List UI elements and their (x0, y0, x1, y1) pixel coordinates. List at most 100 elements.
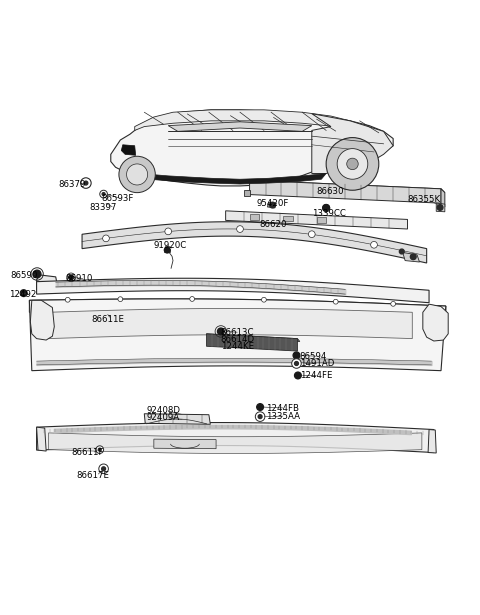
Circle shape (98, 448, 101, 451)
Polygon shape (267, 202, 276, 208)
Circle shape (103, 235, 109, 242)
Circle shape (81, 178, 91, 188)
Polygon shape (30, 300, 54, 340)
Polygon shape (428, 429, 436, 453)
Circle shape (337, 149, 368, 179)
Polygon shape (206, 334, 298, 351)
Text: 86355K: 86355K (408, 195, 441, 204)
Circle shape (295, 362, 299, 365)
Circle shape (118, 297, 123, 301)
Circle shape (257, 403, 264, 410)
Circle shape (293, 352, 300, 359)
Polygon shape (29, 299, 446, 318)
Circle shape (84, 181, 88, 185)
Circle shape (119, 156, 156, 192)
Polygon shape (168, 122, 312, 132)
Polygon shape (48, 309, 412, 339)
Circle shape (100, 190, 108, 198)
Circle shape (65, 298, 70, 302)
Polygon shape (244, 190, 250, 196)
Circle shape (102, 467, 106, 470)
Text: 86593F: 86593F (101, 194, 133, 203)
Circle shape (127, 164, 148, 185)
Circle shape (255, 412, 265, 421)
Circle shape (69, 275, 73, 280)
Text: 92408D: 92408D (147, 406, 180, 415)
Circle shape (165, 228, 171, 235)
Text: 1244FE: 1244FE (300, 371, 332, 380)
Polygon shape (111, 110, 393, 186)
Circle shape (237, 226, 243, 232)
Circle shape (295, 372, 301, 379)
Text: 1244FB: 1244FB (266, 403, 300, 413)
Text: 95420F: 95420F (257, 199, 289, 208)
Polygon shape (164, 248, 170, 253)
Text: 86614D: 86614D (221, 335, 255, 344)
Circle shape (323, 205, 329, 212)
Text: 86630: 86630 (317, 187, 344, 196)
Polygon shape (36, 275, 57, 293)
Polygon shape (82, 222, 427, 263)
Circle shape (410, 254, 416, 260)
Circle shape (437, 205, 443, 210)
Text: 91920C: 91920C (154, 241, 187, 250)
Circle shape (96, 446, 104, 453)
Polygon shape (423, 304, 448, 341)
Circle shape (99, 464, 108, 474)
Text: 1491AD: 1491AD (300, 359, 334, 368)
Polygon shape (283, 216, 293, 221)
Circle shape (217, 328, 224, 335)
Circle shape (399, 249, 404, 254)
Circle shape (33, 270, 41, 278)
Circle shape (164, 247, 170, 253)
Circle shape (292, 359, 301, 368)
Text: 12492: 12492 (9, 290, 36, 299)
Circle shape (347, 158, 358, 170)
Polygon shape (36, 427, 46, 451)
Polygon shape (403, 253, 420, 262)
Polygon shape (250, 180, 441, 203)
Polygon shape (250, 180, 445, 192)
Circle shape (309, 231, 315, 237)
Text: 86590: 86590 (10, 271, 37, 280)
Text: 1335AA: 1335AA (266, 411, 300, 421)
Circle shape (391, 301, 396, 306)
Polygon shape (165, 246, 169, 249)
Polygon shape (441, 189, 445, 207)
Text: 86620: 86620 (259, 220, 287, 229)
Text: 86617E: 86617E (76, 472, 109, 480)
Circle shape (270, 202, 276, 208)
Circle shape (333, 300, 338, 304)
Text: 83397: 83397 (89, 204, 117, 212)
Polygon shape (144, 414, 210, 424)
Polygon shape (206, 334, 300, 341)
Polygon shape (36, 278, 429, 303)
Polygon shape (154, 439, 216, 449)
Polygon shape (436, 203, 445, 212)
Circle shape (262, 298, 266, 302)
Polygon shape (250, 214, 259, 220)
Polygon shape (48, 433, 422, 453)
Text: 86594: 86594 (300, 352, 327, 361)
Circle shape (20, 290, 27, 296)
Text: 86910: 86910 (65, 274, 93, 284)
Circle shape (258, 415, 262, 419)
Text: 1339CC: 1339CC (312, 209, 346, 218)
Text: 86611E: 86611E (92, 315, 125, 324)
Polygon shape (317, 217, 326, 223)
Text: 1244KE: 1244KE (221, 342, 254, 351)
Circle shape (371, 242, 377, 248)
Polygon shape (29, 299, 446, 371)
Text: 86611F: 86611F (72, 448, 104, 458)
Circle shape (326, 138, 379, 190)
Circle shape (190, 296, 194, 301)
Text: 86613C: 86613C (221, 328, 254, 337)
Text: 86379: 86379 (58, 180, 85, 189)
Circle shape (102, 192, 105, 196)
Polygon shape (226, 211, 408, 229)
Text: 92409A: 92409A (147, 413, 180, 422)
Polygon shape (312, 114, 393, 173)
Polygon shape (36, 423, 434, 453)
Circle shape (323, 205, 329, 212)
Polygon shape (135, 110, 364, 130)
